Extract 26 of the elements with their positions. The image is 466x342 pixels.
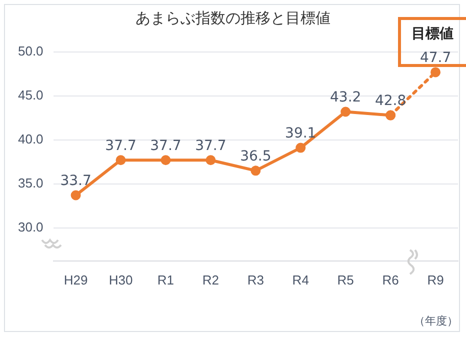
y-tick-label: 30.0 <box>18 219 44 234</box>
data-label: 47.7 <box>420 50 452 66</box>
x-tick-label: R3 <box>247 272 264 288</box>
y-tick-label: 35.0 <box>18 175 44 190</box>
data-label: 36.5 <box>240 148 272 164</box>
x-tick-label: H30 <box>108 272 133 288</box>
x-axis-title: （年度） <box>414 314 458 328</box>
x-tick-label: R5 <box>337 272 354 288</box>
data-label: 42.8 <box>374 92 406 109</box>
annotation: 目標値 <box>412 26 454 42</box>
x-tick-label: R1 <box>157 272 174 288</box>
chart-title: あまらぶ指数の推移と目標値 <box>136 8 330 27</box>
x-tick-label: H29 <box>64 272 88 288</box>
data-label: 33.7 <box>60 172 92 189</box>
data-label: 37.7 <box>150 138 182 154</box>
data-label: 39.1 <box>285 125 316 142</box>
x-tick-label: R2 <box>202 272 219 288</box>
data-label: 37.7 <box>105 138 136 154</box>
y-tick-label: 40.0 <box>18 131 44 146</box>
x-tick-label: R4 <box>292 272 309 288</box>
y-tick-label: 50.0 <box>18 44 44 59</box>
data-label: 37.7 <box>195 138 226 154</box>
data-label: 43.2 <box>330 89 362 106</box>
x-tick-label: R9 <box>427 272 444 288</box>
y-tick-label: 45.0 <box>18 88 44 103</box>
x-tick-label: R6 <box>382 272 399 288</box>
